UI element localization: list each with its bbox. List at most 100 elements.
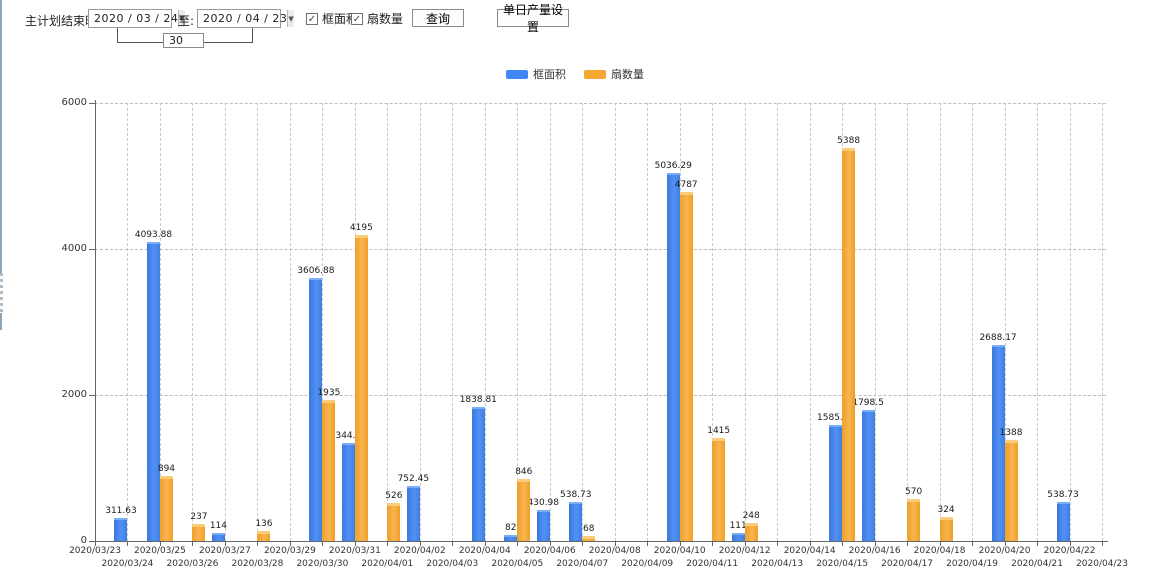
x-axis-tick: [647, 542, 649, 546]
bar-value-label: 1838.81: [459, 394, 497, 405]
bar-value-label: 1798.5: [852, 397, 884, 408]
bar-orange: [192, 523, 206, 541]
v-gridline: [874, 103, 876, 541]
x-axis-tick: [549, 542, 551, 546]
bar-orange: [679, 191, 693, 541]
y-axis: [95, 100, 96, 542]
y-axis-label: 2000: [61, 389, 87, 400]
v-gridline: [809, 103, 811, 541]
y-axis-label: 0: [80, 535, 87, 546]
bar-orange: [257, 531, 271, 541]
bar-orange: [939, 517, 953, 541]
x-axis-tick: [1069, 542, 1071, 546]
bar-blue: [471, 406, 485, 541]
bar-blue: [829, 425, 843, 541]
x-axis-tick: [972, 542, 974, 546]
x-tick-label: 2020/03/29: [263, 546, 316, 556]
bar-orange: [842, 147, 856, 541]
v-gridline: [452, 103, 454, 541]
v-gridline: [387, 103, 389, 541]
sash-qty-checkbox-label: 扇数量: [367, 12, 404, 26]
y-axis-tick: [89, 103, 95, 104]
bar-value-label: 1585.96: [817, 413, 855, 424]
x-axis-tick: [419, 542, 421, 546]
x-axis-tick: [192, 542, 194, 546]
x-axis-tick: [127, 542, 129, 546]
x-axis-tick: [354, 542, 356, 546]
y-axis-label: 4000: [61, 243, 87, 254]
v-gridline: [517, 103, 519, 541]
bar-blue: [146, 242, 160, 541]
x-axis-tick: [1102, 542, 1103, 546]
bar-value-label: 237: [190, 511, 208, 522]
x-tick-label: 2020/04/06: [523, 546, 576, 556]
legend-item-frame-area: 框面积: [506, 66, 566, 82]
bar-orange: [354, 234, 368, 541]
days-between-input[interactable]: 30: [163, 33, 204, 48]
x-tick-label: 2020/04/09: [621, 559, 674, 569]
chevron-down-icon[interactable]: ▼: [287, 10, 294, 27]
bar-blue: [114, 518, 128, 541]
bar-value-label: 82: [505, 523, 517, 533]
checkbox-checked-icon[interactable]: ✓: [351, 12, 363, 25]
window-edge: [0, 0, 2, 330]
bar-blue: [731, 532, 745, 541]
date-from-picker[interactable]: 2020 / 03 / 24 ▼: [88, 9, 185, 28]
bar-value-label: 894: [157, 463, 176, 474]
bar-value-label: 430.98: [527, 497, 560, 508]
x-tick-label: 2020/03/27: [198, 546, 251, 556]
bar-orange: [744, 522, 758, 541]
x-axis-tick: [517, 542, 519, 546]
x-tick-label: 2020/03/30: [296, 559, 349, 569]
bar-value-label: 570: [905, 487, 923, 498]
legend-swatch-orange: [584, 69, 606, 79]
bar-blue: [341, 442, 355, 541]
x-axis-tick: [1037, 542, 1039, 546]
x-axis-tick: [809, 542, 811, 546]
h-gridline: [95, 395, 1106, 396]
x-tick-label: 2020/04/17: [881, 559, 934, 569]
bar-value-label: 4195: [349, 222, 373, 233]
x-tick-label: 2020/04/10: [653, 546, 706, 556]
v-gridline: [1069, 103, 1071, 541]
x-axis-tick: [387, 542, 389, 546]
v-gridline: [159, 103, 161, 541]
x-axis-tick: [95, 542, 96, 546]
bar-orange: [907, 499, 921, 541]
v-gridline: [1037, 103, 1039, 541]
checkbox-checked-icon[interactable]: ✓: [306, 12, 318, 25]
h-gridline: [95, 249, 1106, 250]
bar-value-label: 3606.88: [297, 265, 335, 276]
y-axis-tick: [89, 541, 95, 542]
x-axis: [95, 541, 1108, 542]
bar-value-label: 5388: [837, 135, 861, 146]
window-edge-dashes: [0, 273, 3, 313]
bar-value-label: 2688.17: [979, 332, 1017, 343]
v-gridline: [1102, 103, 1103, 541]
date-to-picker[interactable]: 2020 / 04 / 23 ▼: [197, 9, 294, 28]
x-axis-tick: [842, 542, 844, 546]
v-gridline: [972, 103, 974, 541]
x-tick-label: 2020/04/13: [751, 559, 804, 569]
sash-qty-checkbox[interactable]: ✓ 扇数量: [351, 10, 403, 27]
query-button[interactable]: 查询: [412, 9, 464, 27]
x-tick-label: 2020/04/14: [783, 546, 836, 556]
v-gridline: [549, 103, 551, 541]
v-gridline: [127, 103, 129, 541]
x-axis-tick: [289, 542, 291, 546]
bar-value-label: 5036.29: [654, 161, 692, 172]
bar-blue: [536, 509, 550, 541]
bar-orange: [1004, 439, 1018, 541]
chevron-down-icon[interactable]: ▼: [178, 10, 185, 27]
v-gridline: [419, 103, 421, 541]
bar-value-label: 311.63: [105, 506, 137, 517]
frame-area-checkbox[interactable]: ✓ 框面积: [306, 10, 358, 27]
bar-blue: [309, 277, 323, 541]
bar-blue: [1056, 501, 1070, 541]
v-gridline: [777, 103, 779, 541]
x-tick-label: 2020/03/25: [134, 546, 186, 556]
x-tick-label: 2020/04/01: [361, 559, 414, 569]
y-axis-label: 6000: [61, 97, 87, 108]
